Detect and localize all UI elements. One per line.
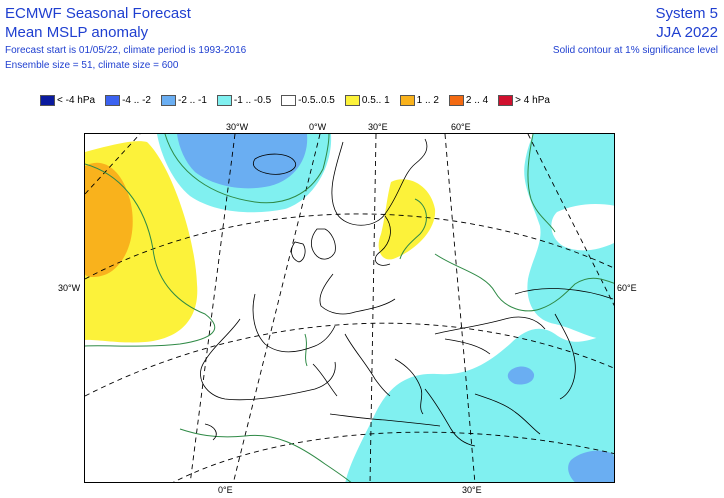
lon-label-right: 60°E: [617, 283, 637, 293]
lon-label-top: 60°E: [451, 122, 471, 132]
legend-swatch: [399, 95, 415, 106]
map-canvas: [85, 134, 614, 482]
legend-item: -1 .. -0.5: [216, 95, 272, 106]
legend-label: 0.5.. 1: [361, 95, 390, 106]
lon-label-top: 30°E: [368, 122, 388, 132]
legend-label: > 4 hPa: [515, 95, 550, 106]
lon-label-bottom: 30°E: [462, 485, 482, 495]
significance-contour: [85, 134, 614, 482]
legend-item: 2 .. 4: [448, 95, 489, 106]
legend-label: < -4 hPa: [57, 95, 96, 106]
legend-swatch: [216, 95, 232, 106]
ensemble-info: Ensemble size = 51, climate size = 600: [5, 60, 179, 71]
legend-swatch: [448, 95, 464, 106]
legend-swatch: [498, 95, 514, 106]
legend-item: -4 .. -2: [105, 95, 151, 106]
significance-note: Solid contour at 1% significance level: [552, 45, 718, 56]
season-label: JJA 2022: [656, 24, 718, 41]
legend-item: > 4 hPa: [498, 95, 550, 106]
negative-anomaly-area-mid: [507, 366, 535, 385]
legend-label: 2 .. 4: [465, 95, 489, 106]
chart-title: ECMWF Seasonal Forecast: [5, 5, 191, 22]
legend-swatch: [105, 95, 121, 106]
legend-swatch: [281, 95, 297, 106]
coastline: [200, 138, 614, 447]
positive-anomaly-area: [378, 179, 436, 260]
negative-anomaly-area: [345, 328, 614, 482]
legend-label: -4 .. -2: [122, 95, 151, 106]
lon-label-left: 30°W: [58, 283, 81, 293]
anomaly-map: [84, 133, 615, 483]
legend-label: -1 .. -0.5: [233, 95, 272, 106]
white-patch: [551, 204, 614, 251]
graticule: [85, 134, 614, 482]
lon-label-top: 30°W: [226, 122, 249, 132]
legend-swatch: [344, 95, 360, 106]
legend-item: < -4 hPa: [40, 95, 95, 106]
lon-label-bottom: 0°E: [218, 485, 233, 495]
legend-item: -2 .. -1: [161, 95, 207, 106]
lon-label-top: 0°W: [309, 122, 327, 132]
legend-label: -0.5..0.5: [298, 95, 335, 106]
legend-item: 1 .. 2: [399, 95, 439, 106]
system-label: System 5: [655, 5, 718, 22]
legend-label: 1 .. 2: [416, 95, 439, 106]
legend-item: -0.5..0.5: [281, 95, 335, 106]
positive-anomaly-area-strong: [85, 162, 133, 278]
color-legend: < -4 hPa -4 .. -2 -2 .. -1 -1 .. -0.5 -0…: [40, 95, 560, 106]
legend-swatch: [161, 95, 176, 106]
legend-swatch: [40, 95, 55, 106]
legend-label: -2 .. -1: [178, 95, 207, 106]
forecast-info: Forecast start is 01/05/22, climate peri…: [5, 45, 247, 56]
chart-subtitle: Mean MSLP anomaly: [5, 24, 149, 41]
negative-anomaly-area-mid: [568, 450, 614, 482]
legend-item: 0.5.. 1: [344, 95, 390, 106]
